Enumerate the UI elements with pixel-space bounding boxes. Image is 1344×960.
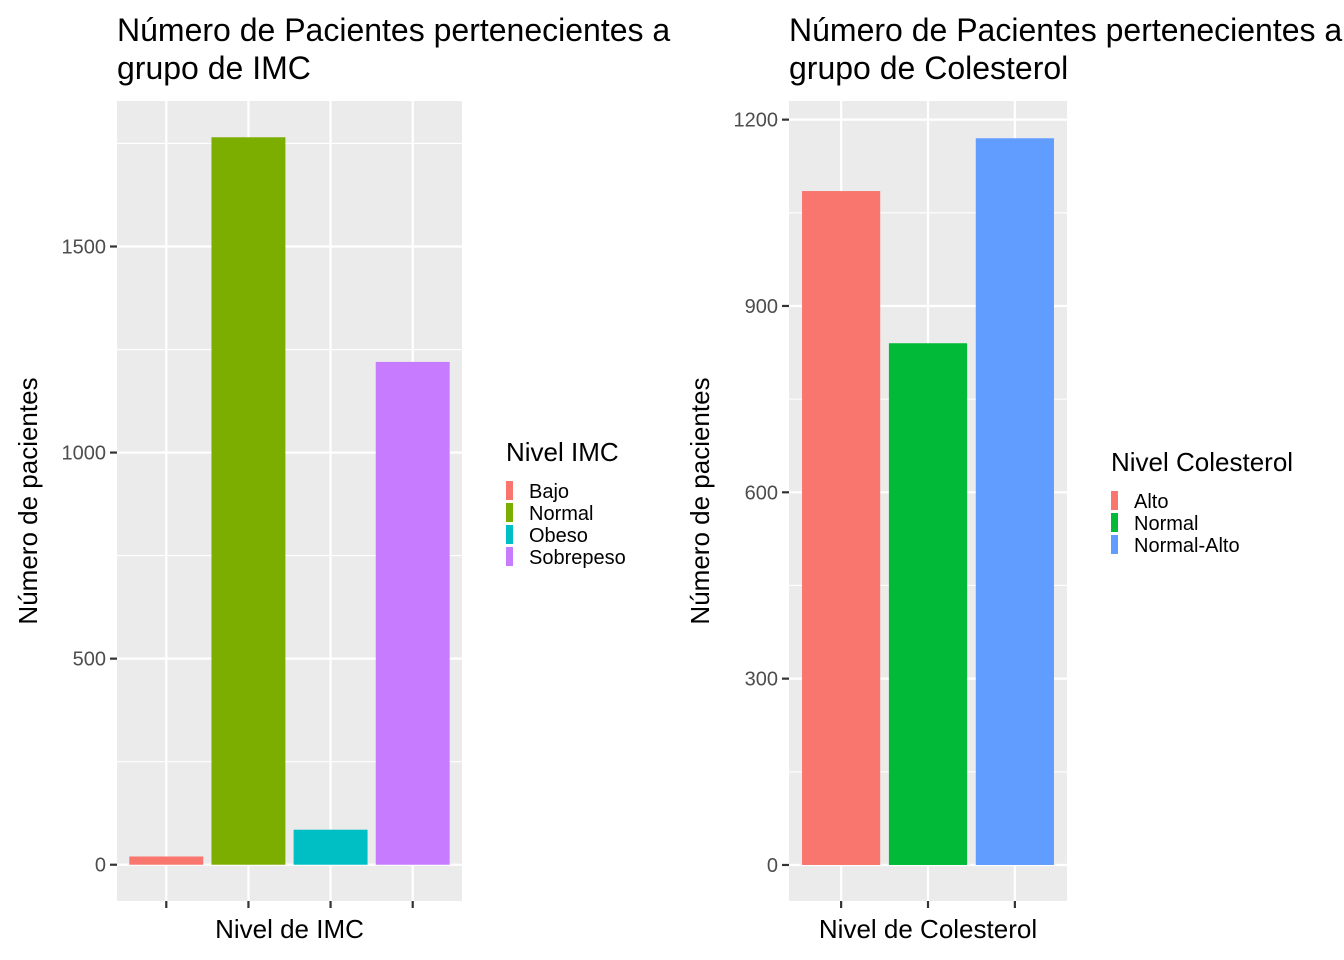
legend-label: Alto bbox=[1134, 491, 1168, 513]
chart-title: Número de Pacientes pertenecientes a cad… bbox=[117, 12, 749, 86]
bar-sobrepeso bbox=[375, 361, 450, 865]
y-tick-label: 600 bbox=[745, 482, 778, 504]
legend-key bbox=[1111, 513, 1118, 532]
bar-normal bbox=[211, 137, 286, 865]
legend-title: Nivel Colesterol bbox=[1111, 447, 1293, 477]
legend-key bbox=[1111, 535, 1118, 554]
y-axis-title: Número de pacientes bbox=[13, 377, 43, 624]
bar-obeso bbox=[293, 829, 368, 865]
y-axis-ticks: 0 500 1000 1500 bbox=[62, 236, 117, 877]
bar-bajo bbox=[129, 856, 204, 865]
bars bbox=[802, 138, 1054, 865]
legend-key bbox=[506, 503, 513, 522]
bar-normal bbox=[888, 343, 968, 865]
chart-title-line-2: grupo de Colesterol bbox=[789, 50, 1068, 86]
bar-normal-alto bbox=[975, 138, 1054, 865]
y-tick-label: 1200 bbox=[734, 110, 779, 132]
y-tick-label: 300 bbox=[745, 669, 778, 691]
legend-key bbox=[506, 481, 513, 500]
y-tick-label: 900 bbox=[745, 296, 778, 318]
legend-key bbox=[506, 525, 513, 544]
chart-title-line-2: grupo de IMC bbox=[117, 50, 311, 86]
legend-label: Sobrepeso bbox=[529, 547, 626, 569]
chart-title: Número de Pacientes pertenecientes a cad… bbox=[789, 12, 1344, 86]
chart-title-line-1: Número de Pacientes pertenecientes a cad… bbox=[117, 12, 749, 48]
legend-label: Normal bbox=[1134, 513, 1198, 535]
x-axis-title: Nivel de Colesterol bbox=[819, 914, 1037, 944]
imc-chart-panel: 0 500 1000 1500 Número de Pacientes pertene… bbox=[13, 12, 749, 944]
legend-key bbox=[506, 547, 513, 566]
bar-alto bbox=[802, 191, 881, 865]
legend-label: Bajo bbox=[529, 481, 569, 503]
y-tick-label: 500 bbox=[73, 649, 106, 671]
y-tick-label: 0 bbox=[95, 855, 106, 877]
y-tick-label: 0 bbox=[767, 855, 778, 877]
legend-label: Normal-Alto bbox=[1134, 535, 1240, 557]
x-axis-ticks bbox=[840, 901, 1016, 908]
x-axis-title: Nivel de IMC bbox=[215, 914, 364, 944]
legend-label: Normal bbox=[529, 503, 593, 525]
x-axis-ticks bbox=[165, 901, 414, 908]
legend-title: Nivel IMC bbox=[506, 437, 619, 467]
y-tick-label: 1000 bbox=[62, 443, 107, 465]
chart-title-line-1: Número de Pacientes pertenecientes a cad… bbox=[789, 12, 1344, 48]
legend-key bbox=[1111, 491, 1118, 510]
y-axis-title: Número de pacientes bbox=[685, 377, 715, 624]
bars bbox=[129, 137, 450, 865]
y-axis-ticks: 0 300 600 900 1200 bbox=[734, 110, 789, 877]
colesterol-chart-panel: 0 300 600 900 1200 Número de Pacientes perte… bbox=[685, 12, 1344, 944]
legend-label: Obeso bbox=[529, 525, 588, 547]
y-tick-label: 1500 bbox=[62, 236, 107, 258]
